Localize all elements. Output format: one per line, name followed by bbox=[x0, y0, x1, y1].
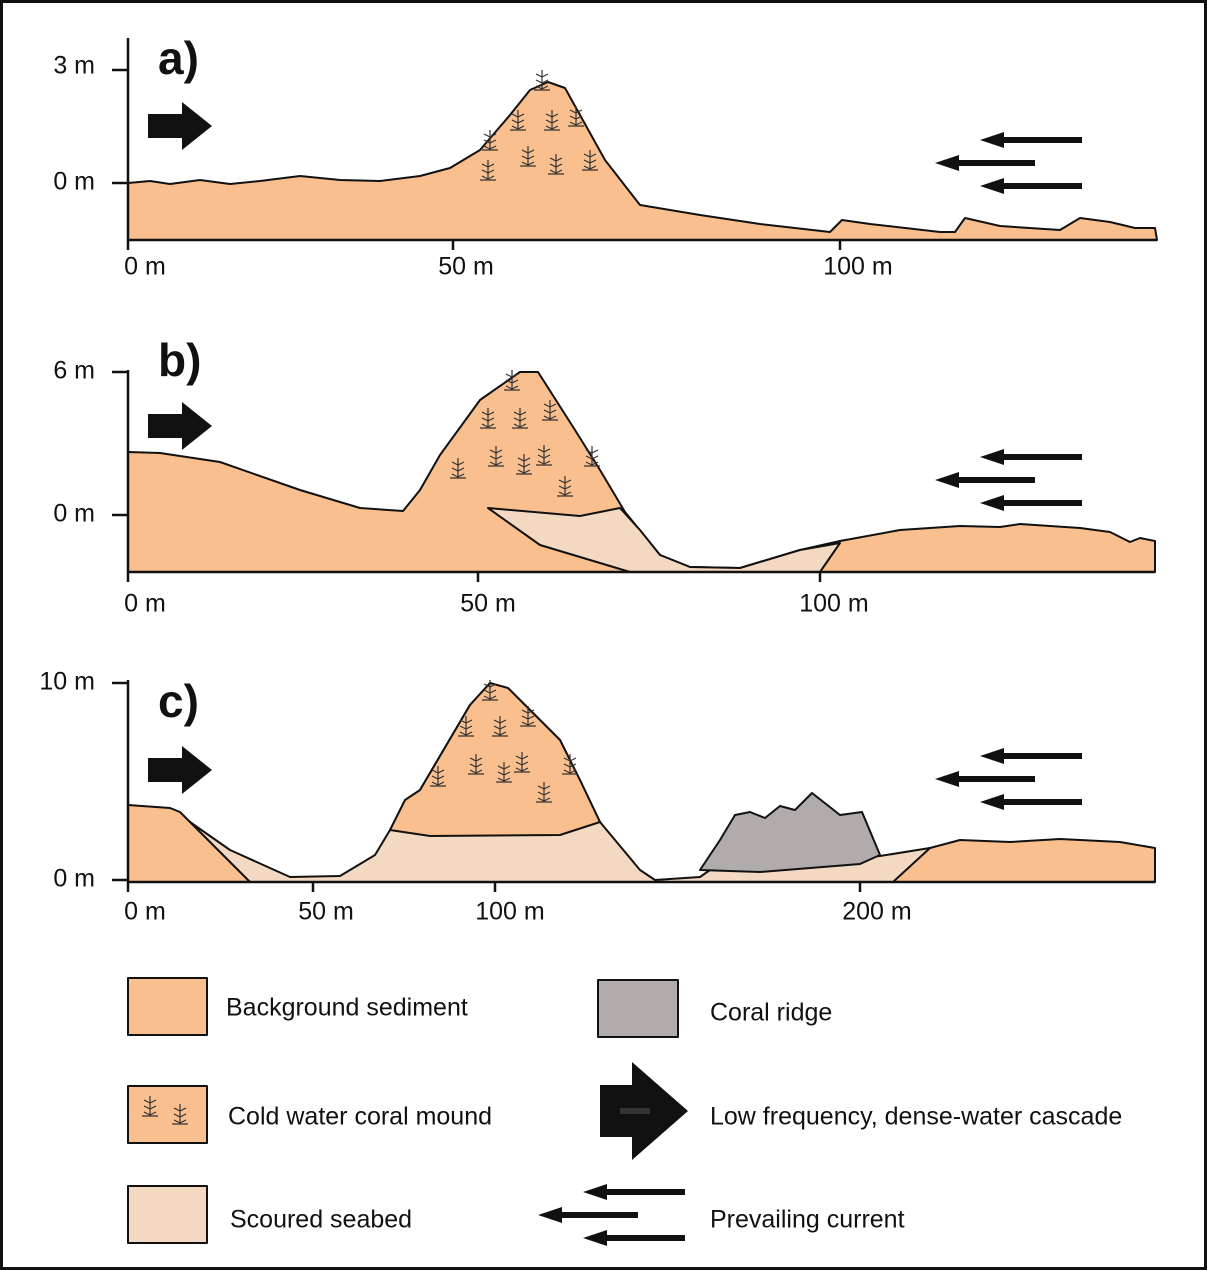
y-label: 10 m bbox=[39, 668, 95, 696]
panel-label: a) bbox=[158, 32, 199, 84]
legend-swatch bbox=[127, 1085, 208, 1144]
x-label: 50 m bbox=[460, 590, 516, 618]
y-label: 0 m bbox=[53, 500, 95, 528]
cascade-arrow bbox=[148, 746, 212, 794]
coral-mound bbox=[389, 682, 601, 837]
background-sediment bbox=[127, 81, 1158, 241]
x-label: 0 m bbox=[124, 590, 166, 618]
panel-c: c) 10 m 0 m 0 m 50 m 100 m 200 m bbox=[39, 668, 1156, 926]
legend-label: Low frequency, dense-water cascade bbox=[710, 1103, 1122, 1131]
background-sediment bbox=[127, 804, 251, 883]
x-label: 50 m bbox=[298, 898, 354, 926]
x-label: 100 m bbox=[475, 898, 544, 926]
legend-current-arrows bbox=[538, 1184, 685, 1246]
legend-swatch bbox=[127, 1185, 208, 1244]
current-arrows bbox=[935, 449, 1082, 511]
background-sediment bbox=[892, 838, 1156, 883]
current-arrows bbox=[935, 132, 1082, 194]
axes bbox=[112, 680, 1155, 892]
x-label: 100 m bbox=[799, 590, 868, 618]
y-label: 0 m bbox=[53, 865, 95, 893]
axes bbox=[112, 38, 1157, 250]
legend-swatch bbox=[597, 979, 679, 1038]
legend-swatch bbox=[127, 977, 208, 1036]
x-label: 100 m bbox=[823, 253, 892, 281]
legend-label: Scoured seabed bbox=[230, 1206, 412, 1234]
legend-label: Prevailing current bbox=[710, 1206, 905, 1234]
coral-ridge bbox=[699, 792, 881, 873]
panel-label: b) bbox=[158, 334, 201, 386]
panel-b: b) 6 m 0 m 0 m 50 m 100 m bbox=[53, 334, 1156, 618]
x-label: 200 m bbox=[842, 898, 911, 926]
legend-label: Background sediment bbox=[226, 994, 468, 1022]
y-label: 3 m bbox=[53, 52, 95, 80]
x-label: 50 m bbox=[438, 253, 494, 281]
axes bbox=[112, 370, 1155, 582]
legend-label: Cold water coral mound bbox=[228, 1103, 492, 1131]
legend: Background sediment Cold water coral mou… bbox=[127, 977, 1122, 1246]
cascade-arrow bbox=[148, 402, 212, 450]
current-arrows bbox=[935, 748, 1082, 810]
panel-label: c) bbox=[158, 675, 199, 727]
x-label: 0 m bbox=[124, 898, 166, 926]
y-label: 6 m bbox=[53, 357, 95, 385]
panel-a: a) 3 m 0 m 0 m 50 m 100 m bbox=[53, 32, 1158, 281]
cascade-arrow bbox=[148, 102, 212, 150]
y-label: 0 m bbox=[53, 168, 95, 196]
legend-label: Coral ridge bbox=[710, 999, 832, 1027]
x-label: 0 m bbox=[124, 253, 166, 281]
